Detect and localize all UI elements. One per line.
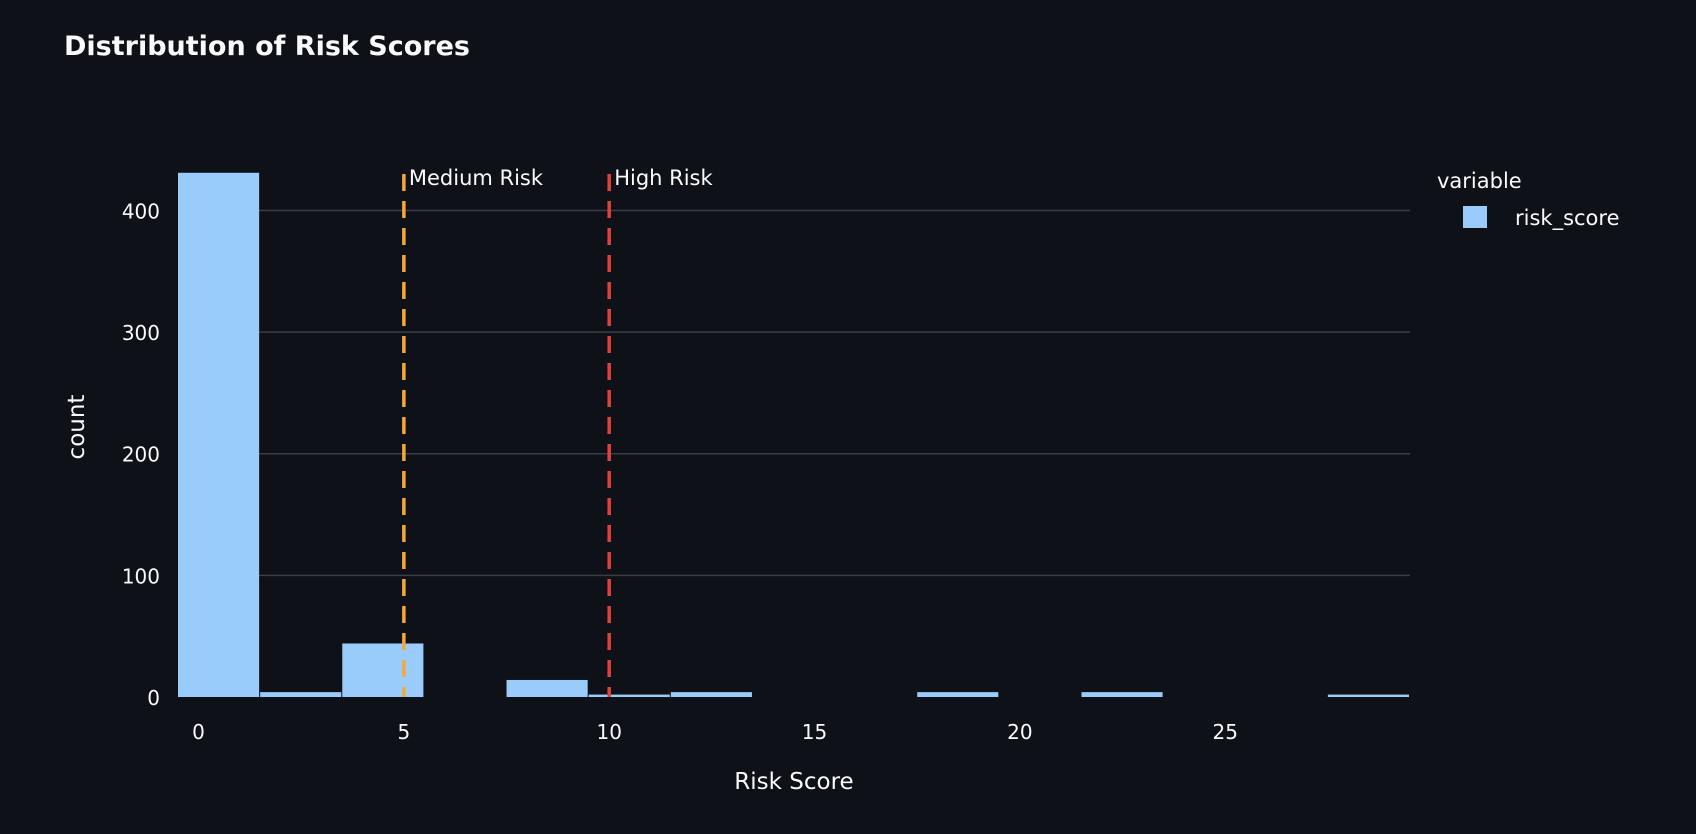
legend[interactable]: variable risk_score <box>1437 169 1620 231</box>
x-tick-label: 20 <box>1007 720 1032 744</box>
threshold-lines: Medium Risk High Risk <box>402 166 714 697</box>
histogram-bar[interactable] <box>1081 692 1163 697</box>
histogram-bar[interactable] <box>1327 694 1409 697</box>
legend-entry-label[interactable]: risk_score <box>1515 206 1620 231</box>
histogram-bar[interactable] <box>506 679 588 697</box>
x-tick-label: 5 <box>397 720 410 744</box>
chart-title: Distribution of Risk Scores <box>64 31 470 62</box>
x-axis-ticks: 0 5 10 15 20 25 <box>192 720 1238 744</box>
y-tick-label: 200 <box>122 443 160 467</box>
x-tick-label: 10 <box>596 720 621 744</box>
y-tick-label: 0 <box>147 686 160 710</box>
histogram-bars <box>178 172 1409 698</box>
y-axis-ticks: 0 100 200 300 400 <box>122 199 160 710</box>
y-tick-label: 300 <box>122 321 160 345</box>
histogram-bar[interactable] <box>178 172 260 698</box>
histogram-bar[interactable] <box>342 643 424 697</box>
threshold-label: Medium Risk <box>409 166 544 190</box>
y-tick-label: 400 <box>122 199 160 223</box>
y-axis-label: count <box>64 395 90 460</box>
y-tick-label: 100 <box>122 564 160 588</box>
grid-lines <box>178 209 1410 577</box>
histogram-bar[interactable] <box>260 692 342 697</box>
x-tick-label: 25 <box>1212 720 1237 744</box>
histogram-bar[interactable] <box>917 692 999 697</box>
x-axis-label: Risk Score <box>734 769 853 795</box>
histogram-bar[interactable] <box>588 694 670 697</box>
legend-items[interactable]: risk_score <box>1463 206 1620 231</box>
legend-swatch[interactable] <box>1463 206 1487 228</box>
x-tick-label: 0 <box>192 720 205 744</box>
legend-title: variable <box>1437 169 1522 193</box>
x-tick-label: 15 <box>802 720 827 744</box>
threshold-label: High Risk <box>614 166 713 190</box>
histogram-bar[interactable] <box>670 692 752 697</box>
